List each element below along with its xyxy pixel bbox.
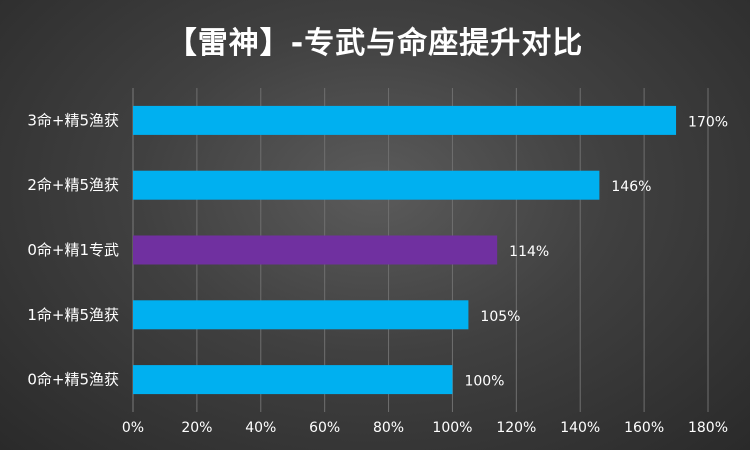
x-tick-label: 40% bbox=[245, 420, 276, 436]
bar bbox=[133, 365, 453, 395]
data-label: 146% bbox=[611, 179, 651, 195]
data-label: 105% bbox=[480, 309, 520, 325]
data-label: 170% bbox=[688, 114, 728, 130]
x-tick-label: 0% bbox=[122, 420, 144, 436]
category-label: 0命+精5渔获 bbox=[27, 371, 119, 389]
x-tick-label: 20% bbox=[181, 420, 212, 436]
category-label: 3命+精5渔获 bbox=[27, 111, 119, 129]
bar bbox=[133, 105, 677, 135]
bar bbox=[133, 235, 498, 265]
bar bbox=[133, 170, 600, 200]
x-tick-label: 100% bbox=[432, 420, 472, 436]
x-tick-label: 180% bbox=[688, 420, 728, 436]
category-label: 1命+精5渔获 bbox=[27, 306, 119, 324]
x-tick-label: 60% bbox=[309, 420, 340, 436]
chart-title: 【雷神】-专武与命座提升对比 bbox=[166, 26, 584, 61]
data-label: 100% bbox=[464, 374, 504, 390]
x-tick-label: 140% bbox=[560, 420, 600, 436]
bar bbox=[133, 300, 469, 330]
category-label: 0命+精1专武 bbox=[27, 241, 119, 259]
x-tick-label: 80% bbox=[373, 420, 404, 436]
x-tick-label: 120% bbox=[496, 420, 536, 436]
data-label: 114% bbox=[509, 244, 549, 260]
x-tick-label: 160% bbox=[624, 420, 664, 436]
category-label: 2命+精5渔获 bbox=[27, 176, 119, 194]
